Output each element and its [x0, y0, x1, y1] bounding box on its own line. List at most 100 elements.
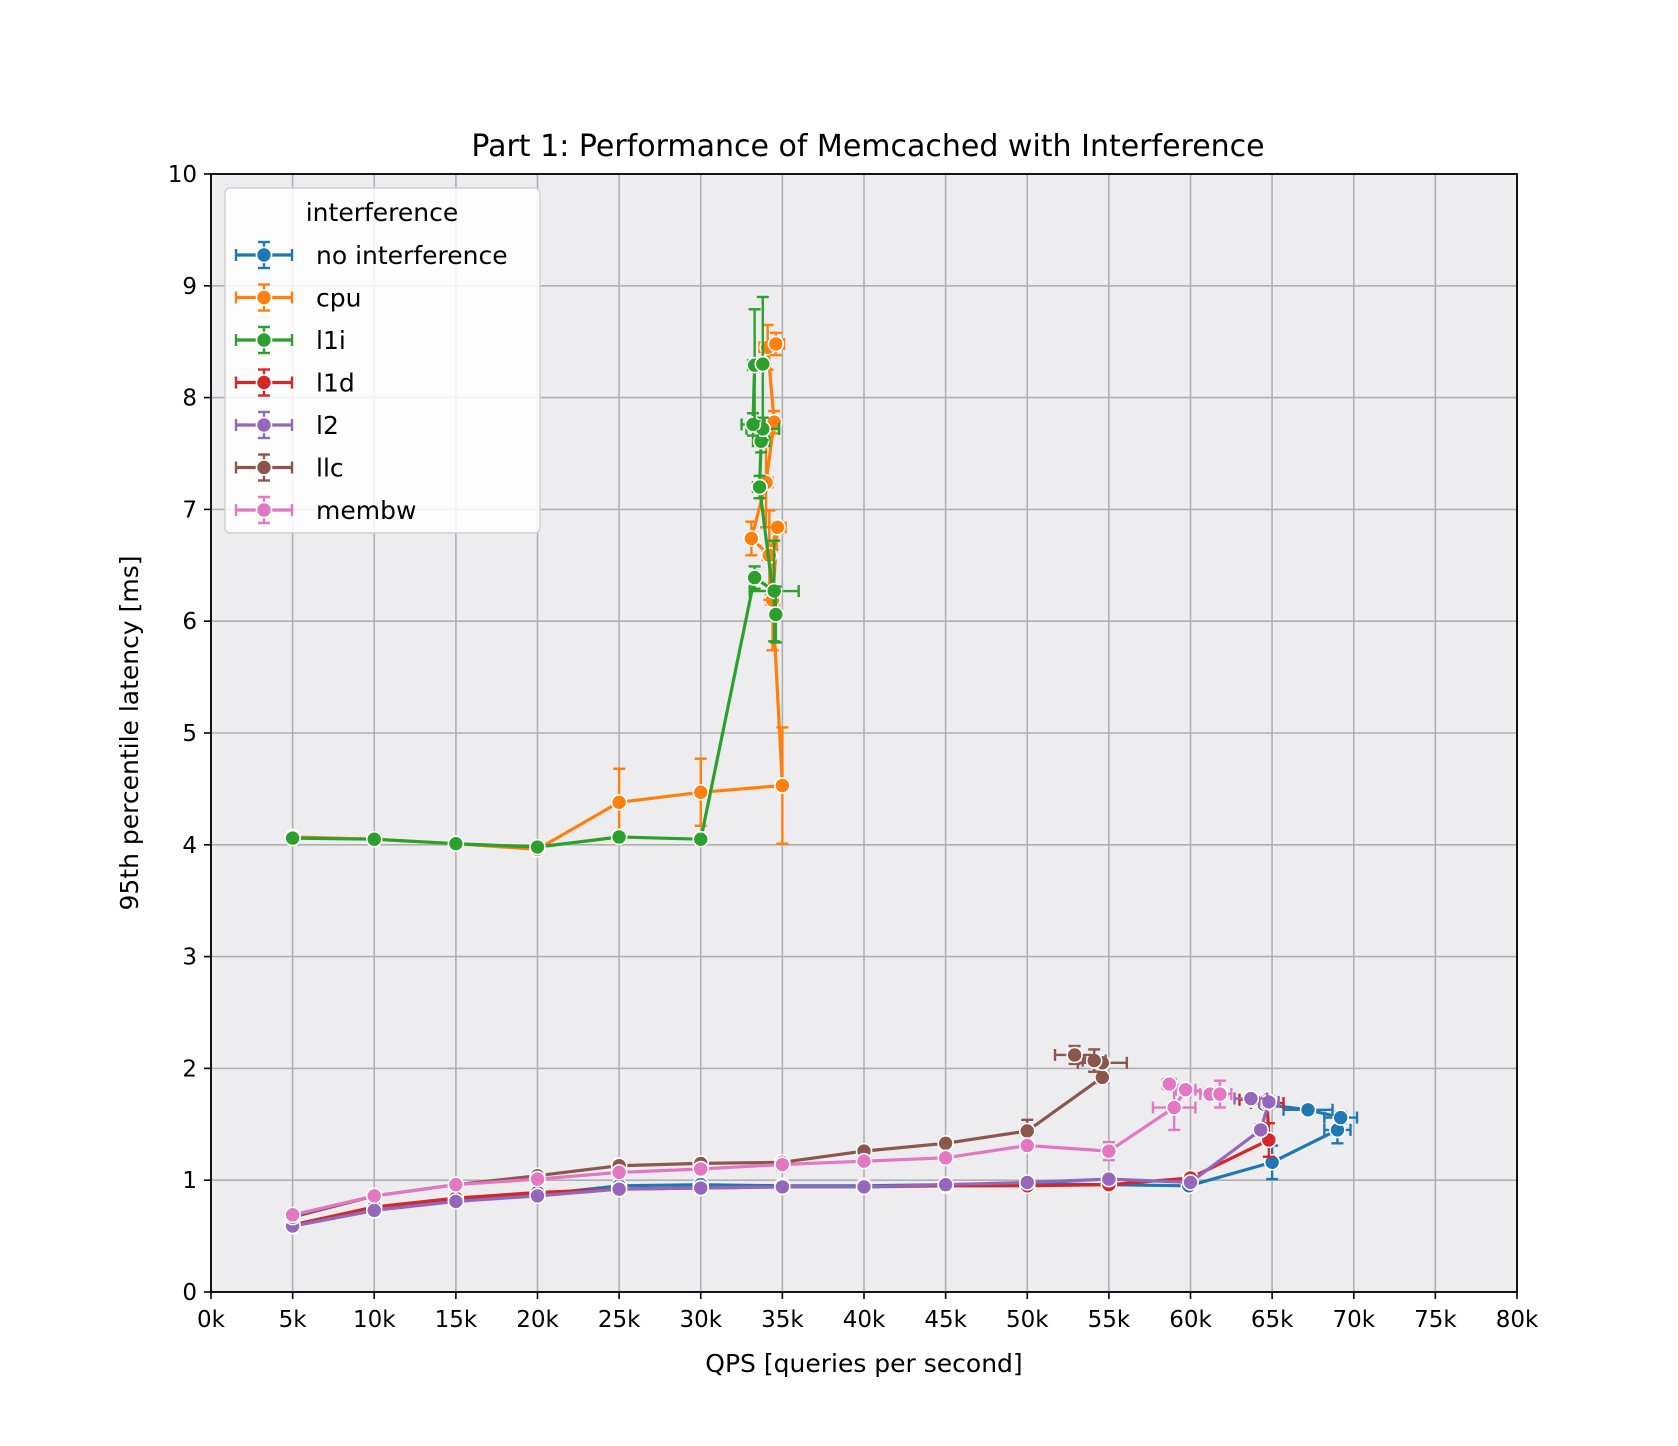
data-point: [610, 1164, 628, 1181]
data-point: [692, 1179, 710, 1197]
legend-marker: [255, 416, 273, 434]
legend-marker: [255, 501, 273, 519]
data-point: [751, 478, 768, 496]
x-tick-label: 20k: [516, 1307, 559, 1333]
chart-title: Part 1: Performance of Memcached with In…: [471, 129, 1264, 164]
series-line: [292, 1082, 1220, 1217]
data-point: [1160, 1075, 1178, 1093]
legend-item-llc: llc: [234, 453, 344, 483]
legend-marker: [255, 246, 273, 264]
series-layer: [284, 295, 1359, 1235]
data-point: [774, 1178, 791, 1196]
data-point: [529, 838, 546, 856]
legend-marker: [255, 374, 273, 391]
x-tick-label: 60k: [1169, 1307, 1212, 1333]
data-point: [610, 1180, 628, 1198]
x-axis: 0k 5k 10k 15k 20k 25k 30k 35k 40k 45k 50k 55k 60k 65k…: [197, 1292, 1539, 1333]
y-tick-label: 3: [182, 945, 197, 971]
data-point: [447, 1176, 465, 1193]
legend-box: [224, 187, 541, 534]
legend: interference no interference cpu l1i l1d l2 l…: [224, 187, 541, 534]
data-point: [767, 335, 785, 353]
x-tick-label: 65k: [1251, 1307, 1294, 1333]
data-point: [937, 1135, 954, 1152]
legend-item-l2: l2: [234, 410, 339, 440]
legend-label: l2: [316, 411, 339, 440]
y-tick-label: 6: [182, 609, 197, 635]
data-point: [365, 830, 383, 848]
y-tick-label: 9: [182, 274, 197, 300]
data-point: [1165, 1099, 1183, 1116]
y-tick-label: 2: [182, 1056, 197, 1082]
y-tick-label: 7: [182, 497, 197, 523]
x-tick-label: 45k: [924, 1307, 967, 1333]
legend-label: l1d: [316, 369, 355, 398]
x-axis-label: QPS [queries per second]: [705, 1349, 1022, 1378]
legend-label: cpu: [316, 284, 361, 313]
x-tick-label: 55k: [1088, 1307, 1131, 1333]
data-point: [610, 794, 628, 811]
x-tick-label: 80k: [1496, 1307, 1539, 1333]
data-point: [1177, 1081, 1194, 1098]
y-tick-label: 1: [182, 1168, 197, 1194]
data-point: [754, 355, 772, 373]
data-point: [692, 783, 710, 801]
data-point: [937, 1176, 954, 1193]
data-point: [746, 569, 763, 586]
data-point: [855, 1178, 873, 1196]
data-point: [365, 1187, 383, 1205]
data-point: [774, 1156, 791, 1173]
data-point: [365, 1202, 383, 1219]
data-point: [692, 1160, 710, 1178]
legend-label: membw: [316, 496, 416, 525]
x-tick-label: 0k: [197, 1307, 226, 1333]
data-point: [1252, 1121, 1269, 1139]
data-point: [767, 606, 785, 623]
data-point: [529, 1187, 546, 1205]
data-point: [447, 835, 465, 852]
legend-label: l1i: [316, 326, 346, 355]
legend-title: interference: [306, 198, 459, 227]
x-tick-label: 5k: [279, 1307, 308, 1333]
y-tick-label: 8: [182, 386, 197, 412]
y-axis: 0 1 2 3 4 5 6 7 8 9 10: [168, 162, 211, 1306]
legend-marker: [255, 459, 273, 476]
data-point: [284, 829, 301, 847]
x-tick-label: 75k: [1414, 1307, 1457, 1333]
data-point: [1066, 1046, 1083, 1064]
data-point: [529, 1170, 546, 1188]
x-tick-label: 40k: [843, 1307, 886, 1333]
legend-item-no-interference: no interference: [234, 240, 508, 270]
data-point: [769, 518, 786, 536]
y-tick-label: 4: [182, 833, 197, 859]
legend-item-cpu: cpu: [234, 283, 361, 313]
data-point: [1242, 1090, 1260, 1107]
series-l1i: [284, 295, 800, 856]
legend-marker: [255, 331, 273, 349]
legend-item-membw: membw: [234, 495, 416, 525]
data-point: [284, 1206, 301, 1224]
data-point: [937, 1149, 954, 1167]
data-point: [447, 1193, 465, 1210]
data-point: [743, 530, 760, 547]
data-point: [692, 830, 710, 848]
legend-item-l1i: l1i: [234, 325, 346, 355]
x-tick-label: 50k: [1006, 1307, 1049, 1333]
data-point: [1182, 1174, 1199, 1191]
x-tick-label: 70k: [1332, 1307, 1375, 1333]
data-point: [1211, 1085, 1229, 1103]
data-point: [774, 777, 791, 794]
legend-marker: [255, 289, 273, 306]
data-point: [855, 1152, 873, 1170]
data-point: [1100, 1142, 1118, 1160]
legend-label: llc: [316, 454, 344, 483]
data-point: [610, 828, 628, 846]
series-l2: [284, 1090, 1280, 1235]
data-point: [1299, 1101, 1317, 1119]
legend-item-l1d: l1d: [234, 368, 355, 398]
x-tick-label: 10k: [353, 1307, 396, 1333]
legend-label: no interference: [316, 241, 508, 270]
data-point: [1018, 1122, 1036, 1140]
series-membw: [284, 1075, 1233, 1224]
